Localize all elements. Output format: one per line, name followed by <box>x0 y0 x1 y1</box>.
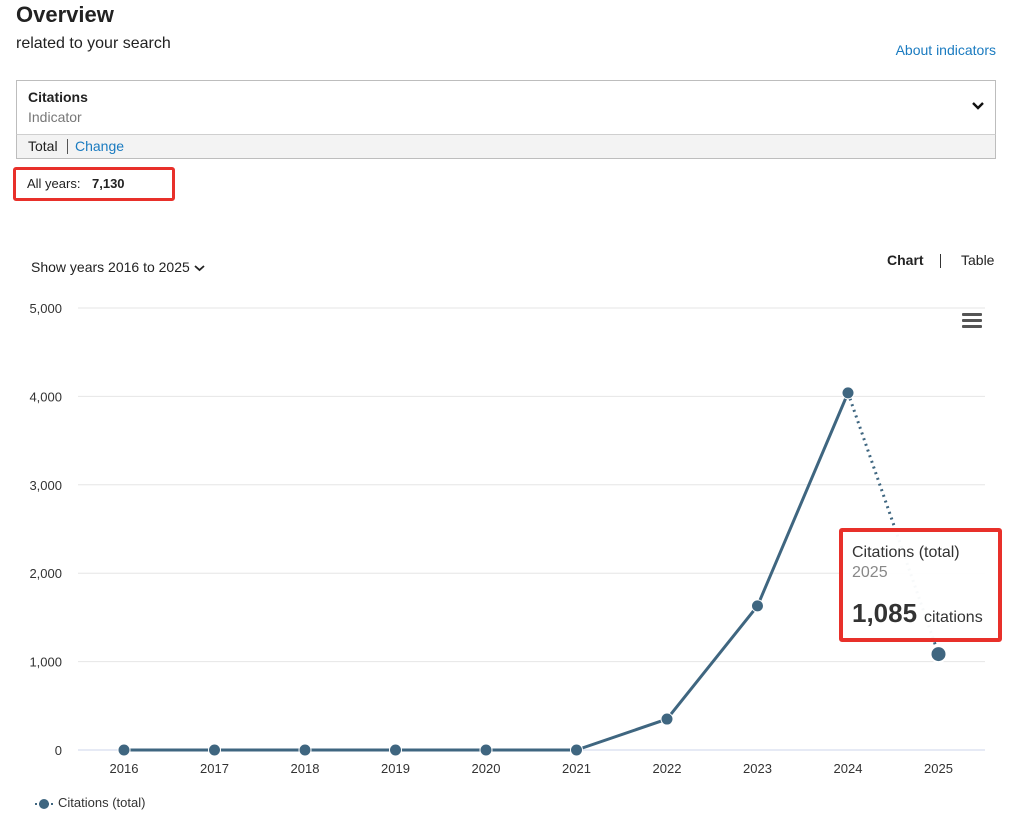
data-point <box>929 645 948 664</box>
all-years-label: All years: <box>27 176 81 191</box>
footer-divider <box>67 139 68 154</box>
page-subtitle: related to your search <box>16 35 171 52</box>
indicator-footer: Total Change <box>16 134 996 159</box>
chart-menu-icon[interactable] <box>962 313 982 329</box>
indicator-dropdown[interactable]: Citations Indicator <box>16 80 996 135</box>
series-line <box>124 392 850 752</box>
x-tick-label: 2022 <box>653 761 682 776</box>
x-tick-label: 2023 <box>743 761 772 776</box>
series-line-partial <box>846 392 940 655</box>
y-tick-label: 0 <box>55 743 62 758</box>
data-point <box>660 712 674 726</box>
series-points-layer <box>117 386 948 757</box>
x-tick-label: 2017 <box>200 761 229 776</box>
data-point <box>298 743 312 757</box>
data-point <box>208 743 221 757</box>
view-toggle-divider <box>940 254 941 268</box>
tooltip-year: 2025 <box>852 564 888 581</box>
tooltip-value: 1,085 <box>852 598 918 628</box>
x-tick-label: 2024 <box>834 761 863 776</box>
tooltip-unit: citations <box>924 609 983 626</box>
y-axis-ticks: 0 1,000 2,000 3,000 4,000 5,000 <box>29 301 62 758</box>
chevron-down-icon <box>972 102 984 110</box>
y-tick-label: 3,000 <box>29 478 62 493</box>
all-years-value: 7,130 <box>92 176 125 191</box>
series-line-layer <box>124 392 940 752</box>
about-indicators-link[interactable]: About indicators <box>895 42 996 58</box>
y-tick-label: 1,000 <box>29 655 62 670</box>
years-range-label: Show years 2016 to 2025 <box>31 259 190 275</box>
x-tick-label: 2019 <box>381 761 410 776</box>
data-point <box>479 743 493 757</box>
x-tick-label: 2016 <box>110 761 139 776</box>
data-point <box>841 386 855 400</box>
all-years-summary: All years: 7,130 <box>13 167 175 201</box>
y-tick-label: 4,000 <box>29 389 62 404</box>
legend-label: Citations (total) <box>58 795 146 810</box>
x-tick-label: 2018 <box>291 761 320 776</box>
tooltip-series-name: Citations (total) <box>852 544 960 561</box>
page-title: Overview <box>16 2 114 27</box>
legend-marker-icon <box>35 798 53 809</box>
data-point <box>389 743 402 757</box>
x-tick-label: 2021 <box>562 761 591 776</box>
chevron-down-icon <box>194 265 205 272</box>
data-point <box>570 743 583 757</box>
data-tooltip: Citations (total) 2025 1,085 citations <box>839 528 1002 642</box>
data-point <box>117 743 131 757</box>
y-tick-label: 5,000 <box>29 301 62 316</box>
x-axis-ticks: 2016 2017 2018 2019 2020 2021 2022 2023 2024 2025 <box>110 761 953 776</box>
indicator-name: Citations <box>28 89 88 105</box>
y-tick-label: 2,000 <box>29 566 62 581</box>
indicator-caption: Indicator <box>28 109 82 125</box>
data-point <box>751 599 764 613</box>
x-tick-label: 2020 <box>472 761 501 776</box>
table-view-toggle[interactable]: Table <box>961 252 995 268</box>
chart-view-toggle[interactable]: Chart <box>887 252 924 268</box>
years-range-dropdown[interactable]: Show years 2016 to 2025 <box>31 259 205 275</box>
chart-legend-item[interactable]: Citations (total) <box>34 795 145 810</box>
change-link[interactable]: Change <box>75 138 125 154</box>
total-label: Total <box>28 138 58 154</box>
grid-layer <box>78 307 985 751</box>
x-tick-label: 2025 <box>924 761 953 776</box>
